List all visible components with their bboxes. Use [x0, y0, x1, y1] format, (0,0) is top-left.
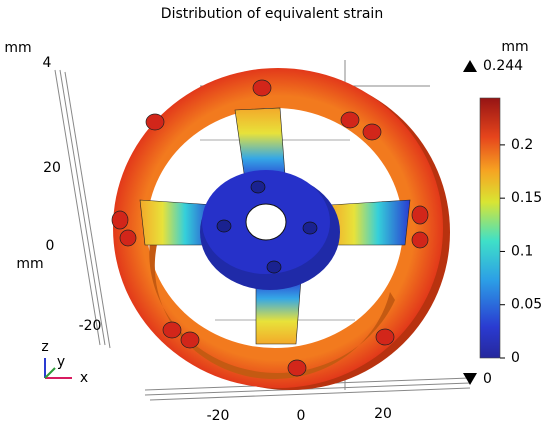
triad: z y x — [41, 339, 88, 386]
triad-label: x — [80, 370, 88, 386]
colorbar-tick-label: 0.2 — [511, 137, 533, 153]
colorbar-max: 0.244 — [483, 58, 523, 74]
vertical-tick: 4 — [43, 55, 52, 71]
colorbar-tick-label: 0.1 — [511, 243, 533, 259]
triad-label: y — [57, 354, 65, 370]
colorbar — [479, 97, 501, 359]
bottom-tick: -20 — [207, 408, 230, 424]
min-marker — [463, 373, 477, 385]
title: Distribution of equivalent strain — [161, 6, 383, 22]
colorbar-tick-label: 0 — [511, 350, 520, 366]
vertical-tick: -20 — [79, 318, 102, 334]
max-marker — [463, 60, 477, 72]
colorbar-tick-label: 0.05 — [511, 297, 542, 313]
vertical-unit: mm — [4, 40, 31, 56]
side-unit: mm — [16, 256, 43, 272]
colorbar-min: 0 — [483, 371, 492, 387]
bottom-tick: 0 — [297, 408, 306, 424]
colorbar-unit: mm — [501, 39, 528, 55]
wheel — [111, 68, 450, 390]
vertical-tick: 0 — [46, 238, 55, 254]
bottom-tick: 20 — [374, 406, 392, 422]
colorbar-tick-label: 0.15 — [511, 190, 542, 206]
vertical-tick: 20 — [43, 160, 61, 176]
triad-label: z — [41, 339, 48, 355]
